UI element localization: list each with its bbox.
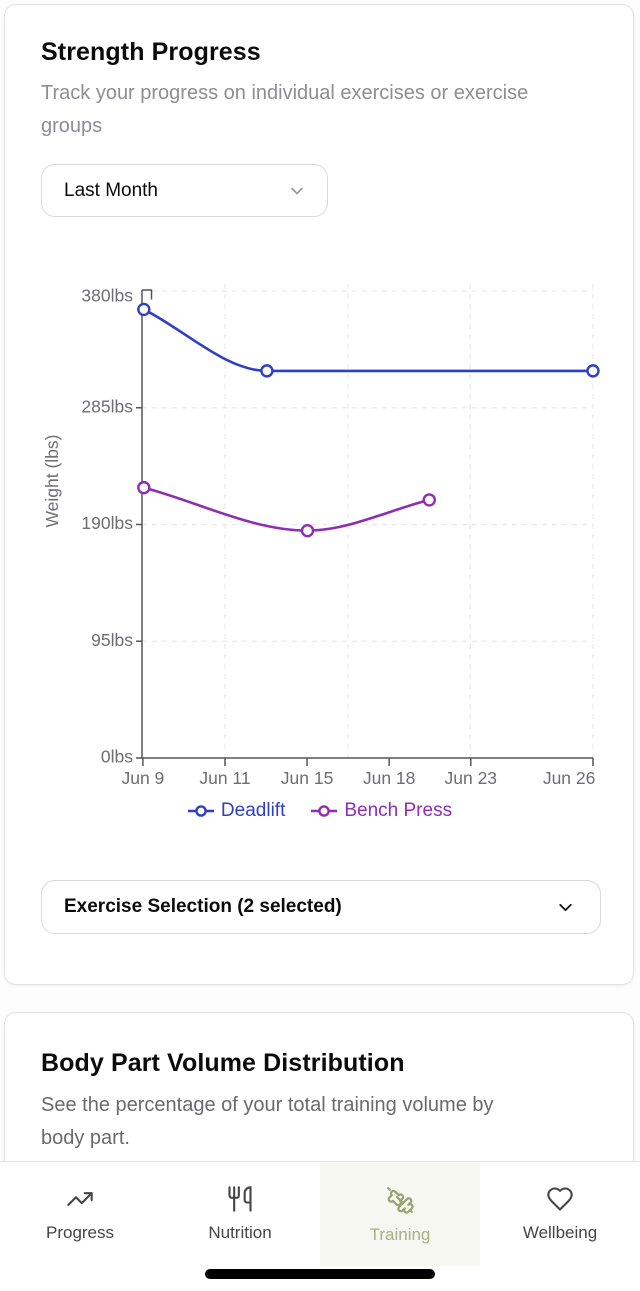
chart-legend: Deadlift Bench Press [5,797,635,825]
svg-text:95lbs: 95lbs [91,630,133,650]
exercise-select-value: Exercise Selection (2 selected) [64,896,342,917]
strength-card-title: Strength Progress [41,38,261,66]
tab-wellbeing[interactable]: Wellbeing [480,1162,640,1266]
legend-label: Bench Press [344,800,453,821]
legend-line-circle-icon [187,805,214,817]
legend-line-circle-icon [311,805,338,817]
utensils-icon [228,1186,252,1212]
legend-item[interactable]: Bench Press [311,800,452,822]
legend-label: Deadlift [220,800,286,821]
svg-text:190lbs: 190lbs [81,513,133,533]
exercise-select[interactable]: Exercise Selection (2 selected) [41,880,601,934]
heart-icon [547,1187,573,1211]
subtitle-line: Track your progress on individual exerci… [41,82,529,104]
tab-label: Nutrition [208,1223,272,1242]
period-select[interactable]: Last Month [41,164,328,217]
strength-card-subtitle: Track your progress on individual exerci… [41,77,528,143]
svg-text:Jun 18: Jun 18 [363,768,416,788]
svg-text:Jun 9: Jun 9 [121,768,164,788]
subtitle-line: body part. [41,1127,130,1149]
body-part-volume-card: Body Part Volume Distribution See the pe… [4,1012,634,1172]
dumbbell-icon [387,1187,414,1214]
svg-text:380lbs: 380lbs [81,286,133,306]
tab-label: Wellbeing [522,1223,598,1242]
svg-text:Jun 15: Jun 15 [281,768,334,788]
chevron-down-icon [559,903,572,911]
period-select-value: Last Month [64,179,158,201]
home-indicator[interactable] [205,1269,435,1279]
strength-progress-card: Strength Progress Track your progress on… [4,4,634,985]
tab-progress[interactable]: Progress [0,1162,160,1266]
trending-up-icon [67,1192,93,1206]
legend-item[interactable]: Deadlift [187,800,286,822]
chevron-down-icon [291,187,303,194]
svg-text:Weight (lbs): Weight (lbs) [42,434,62,527]
body-part-card-subtitle: See the percentage of your total trainin… [41,1089,494,1155]
body-part-card-title: Body Part Volume Distribution [41,1049,405,1077]
tab-nutrition[interactable]: Nutrition [160,1162,320,1266]
subtitle-line: See the percentage of your total trainin… [41,1094,494,1116]
tab-training[interactable]: Training [320,1162,480,1266]
tab-label: Training [369,1225,431,1244]
svg-text:285lbs: 285lbs [81,396,133,416]
svg-text:Jun 23: Jun 23 [445,768,498,788]
svg-text:Jun 11: Jun 11 [199,768,250,788]
strength-line-chart: 0lbs 95lbs 190lbs 285lbs 380lbs Jun 9 Jun 11 Ju… [42,284,600,788]
svg-text:0lbs: 0lbs [101,747,133,767]
svg-text:Jun 26: Jun 26 [543,768,596,788]
tab-label: Progress [45,1223,115,1242]
subtitle-line: groups [41,115,103,137]
